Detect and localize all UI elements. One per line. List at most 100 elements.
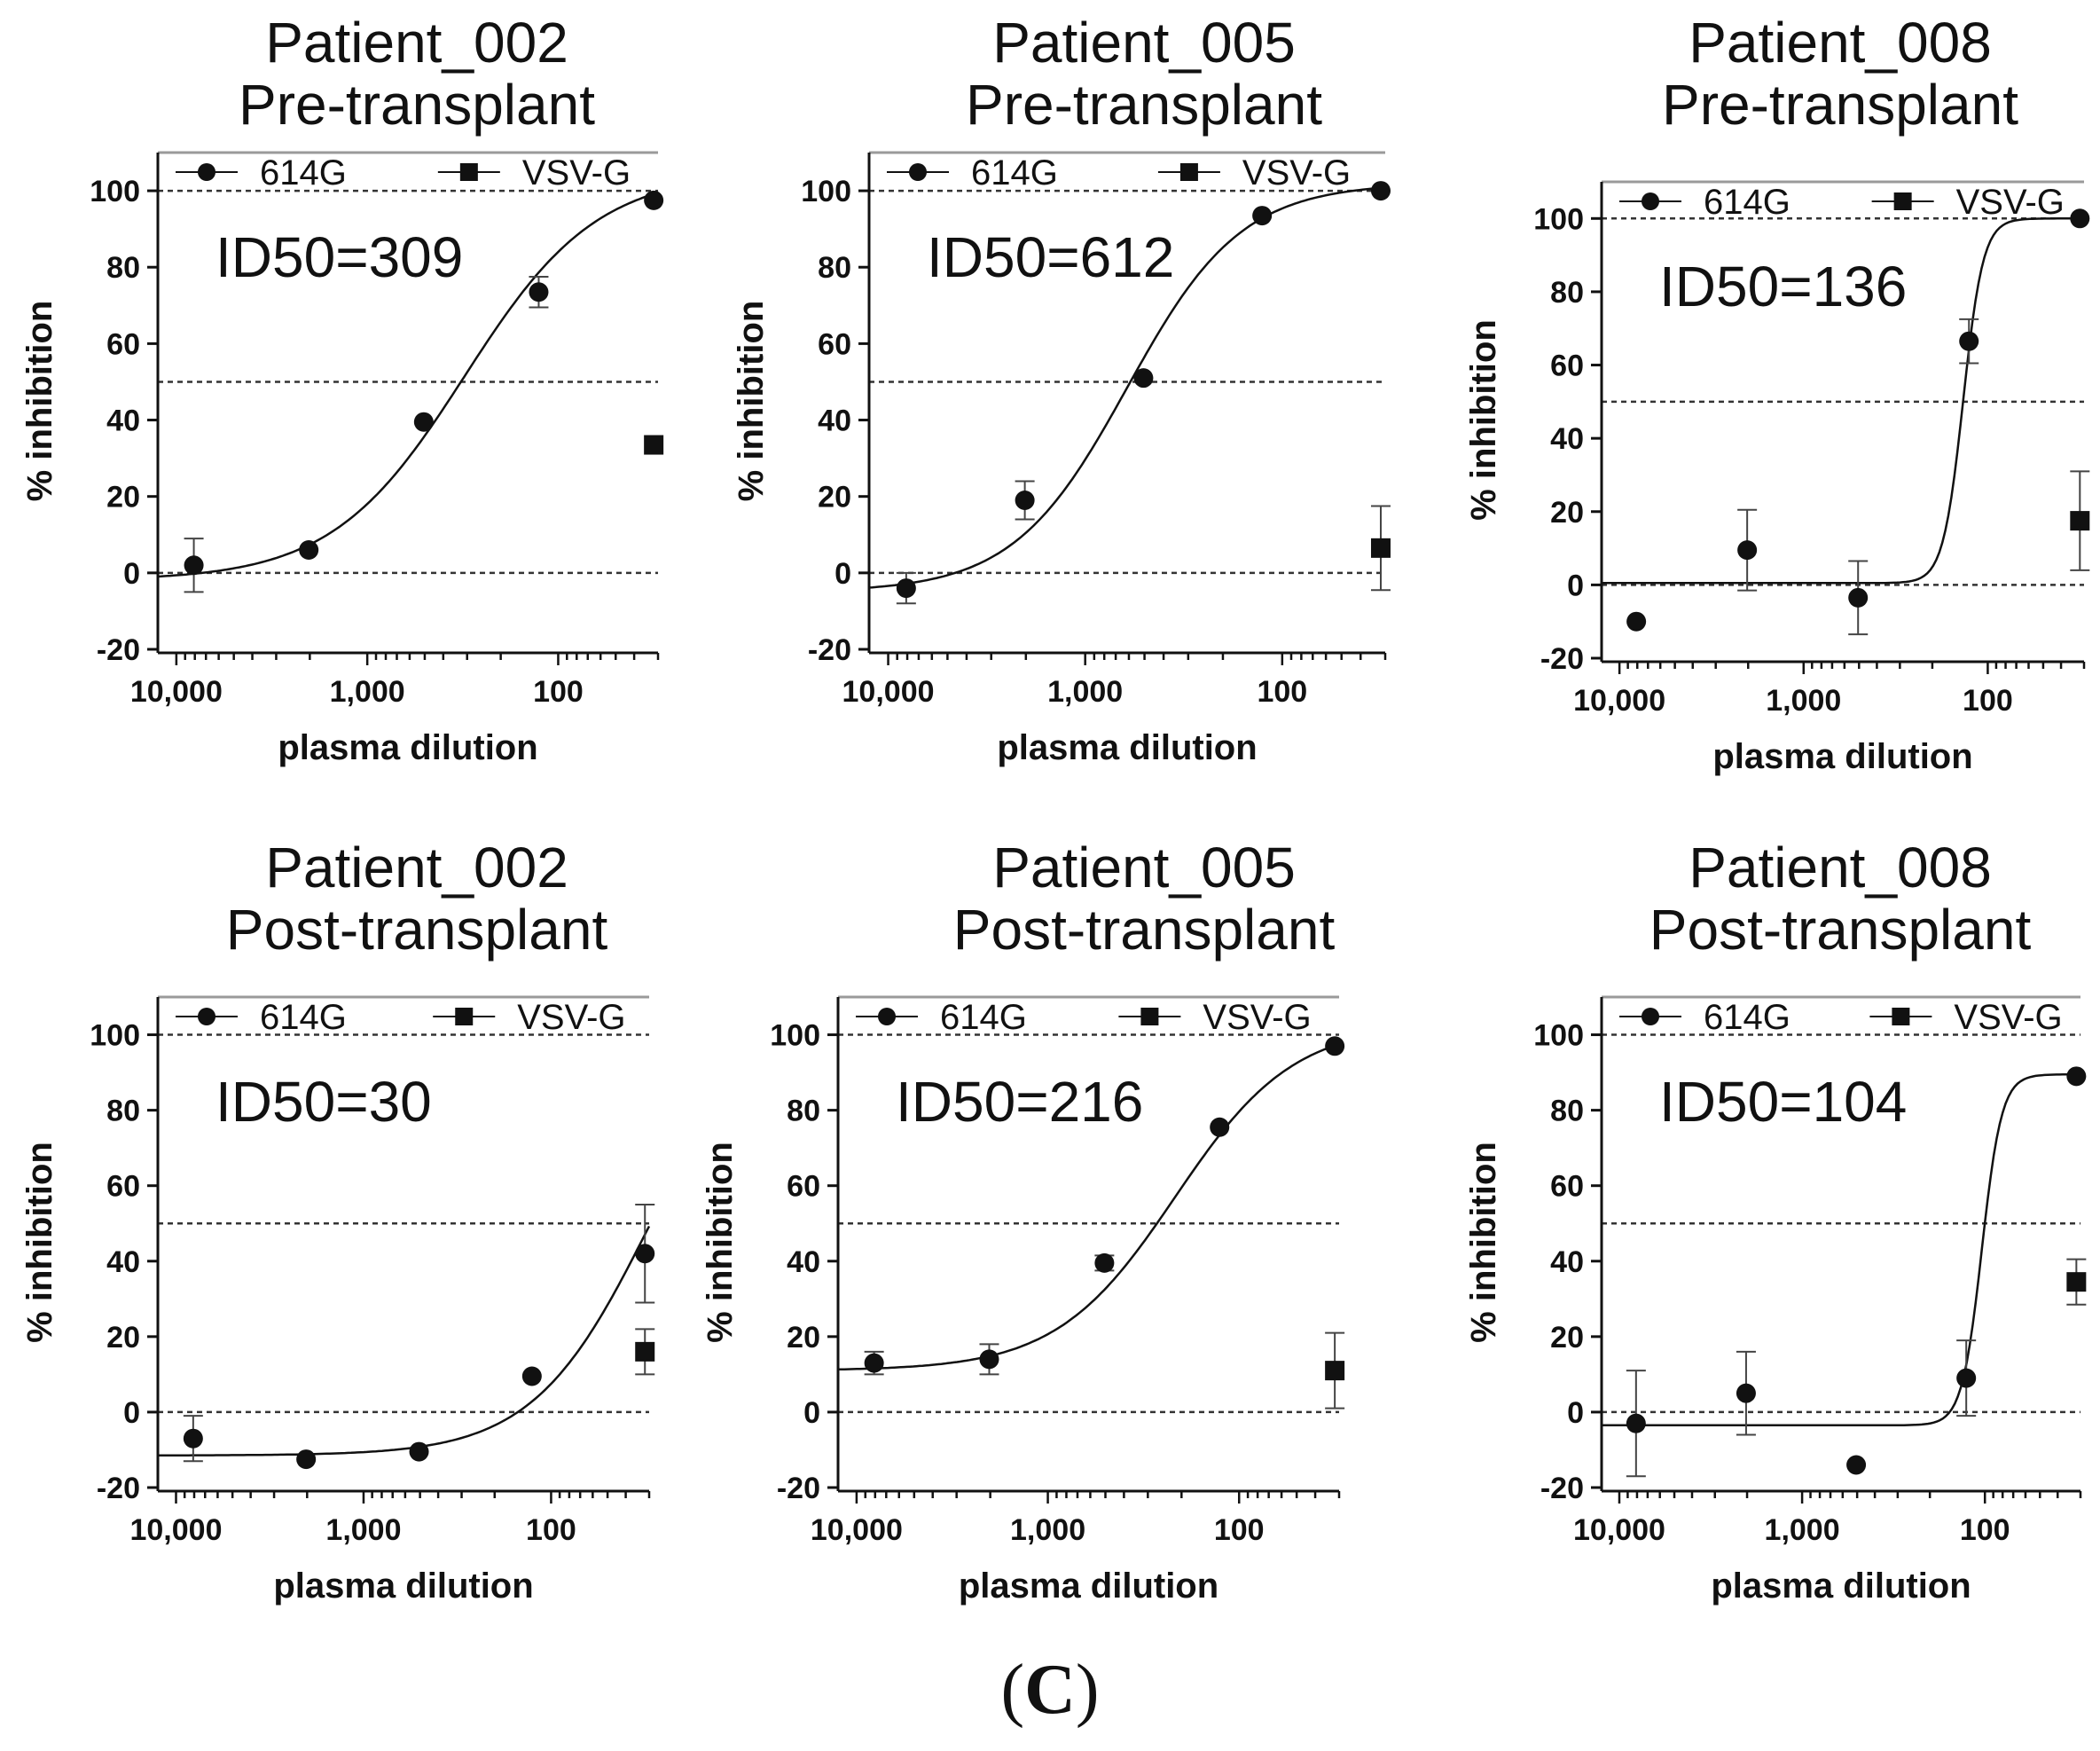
x-tick-label: 100 <box>1214 1513 1265 1547</box>
x-axis-label: plasma dilution <box>1711 1566 1971 1606</box>
legend-marker-circle <box>878 1008 896 1025</box>
y-tick-label: 60 <box>818 327 851 361</box>
data-point-circle <box>1737 540 1758 561</box>
series-vsv-g <box>2070 470 2090 571</box>
data-point-square <box>1370 538 1391 558</box>
id50-label: ID50=309 <box>215 225 463 289</box>
legend: 614G VSV-G <box>176 998 626 1037</box>
id50-label: ID50=30 <box>215 1070 432 1134</box>
chart-title-line2: Post-transplant <box>1649 898 2032 962</box>
data-point-circle <box>521 1366 542 1386</box>
y-tick-label: 40 <box>1550 422 1584 456</box>
data-point-circle <box>2066 1066 2087 1087</box>
y-tick-label: 80 <box>1550 1095 1584 1128</box>
y-tick-label: 0 <box>1567 569 1584 602</box>
data-point-circle <box>529 282 549 302</box>
x-tick-label: 1,000 <box>1766 684 1841 718</box>
y-tick-label: 80 <box>106 251 140 285</box>
y-axis-label: % inhibition <box>20 301 59 502</box>
y-tick-label: 100 <box>1533 202 1584 236</box>
legend-label-vsvg: VSV-G <box>1203 998 1311 1037</box>
legend: 614G VSV-G <box>887 153 1351 192</box>
data-point-circle <box>1626 611 1647 632</box>
data-point-circle <box>299 540 319 560</box>
fit-curve <box>868 186 1386 589</box>
y-tick-label: 60 <box>106 327 140 361</box>
data-point-circle <box>1370 181 1391 201</box>
y-tick-label: 20 <box>1550 1321 1584 1354</box>
data-point-square <box>1325 1361 1345 1381</box>
series-614g <box>183 1203 655 1470</box>
panel-tag-letter: C <box>1024 1651 1076 1729</box>
legend: 614G VSV-G <box>856 998 1312 1037</box>
data-point-square <box>635 1341 655 1362</box>
legend-marker-circle <box>909 163 927 181</box>
data-point-circle <box>1956 1368 1977 1388</box>
legend: 614G VSV-G <box>176 153 631 192</box>
y-tick-label: -20 <box>777 1472 820 1505</box>
data-point-circle <box>1846 1455 1867 1475</box>
y-tick-label: 0 <box>123 557 140 591</box>
panel-tag: (C) <box>0 1650 2100 1731</box>
series-614g <box>1626 1066 2087 1478</box>
chart-title-line1: Patient_008 <box>1689 836 1992 899</box>
fit-curve <box>837 1042 1340 1371</box>
chart-title-line2: Pre-transplant <box>1662 73 2018 137</box>
x-axis-label: plasma dilution <box>997 728 1257 767</box>
data-point-circle <box>1094 1252 1115 1273</box>
y-tick-label: 100 <box>801 175 851 208</box>
data-point-square <box>2066 1272 2087 1292</box>
fit-curve <box>158 1225 651 1457</box>
legend-label-614g: 614G <box>971 153 1058 192</box>
x-tick-label: 1,000 <box>330 675 405 709</box>
legend-label-614g: 614G <box>940 998 1027 1037</box>
y-tick-label: 40 <box>106 404 140 438</box>
data-point-square <box>644 435 664 455</box>
data-point-circle <box>979 1349 999 1370</box>
y-tick-label: 40 <box>787 1245 820 1279</box>
legend-marker-square <box>1179 163 1198 181</box>
legend-marker-square <box>455 1008 474 1025</box>
y-tick-label: 100 <box>90 175 140 208</box>
chart-title-line1: Patient_005 <box>992 836 1296 899</box>
legend-marker-circle <box>198 1008 215 1025</box>
data-point-circle <box>184 555 204 576</box>
x-tick-label: 1,000 <box>1010 1513 1085 1547</box>
data-point-square <box>2070 511 2090 531</box>
legend-marker-square <box>1892 1008 1910 1025</box>
data-point-circle <box>183 1428 203 1449</box>
legend-label-614g: 614G <box>260 153 347 192</box>
data-point-circle <box>1210 1117 1230 1137</box>
legend: 614G VSV-G <box>1619 998 2063 1037</box>
data-point-circle <box>1626 1413 1646 1433</box>
x-tick-label: 10,000 <box>842 675 935 709</box>
series-vsv-g <box>1370 505 1391 592</box>
y-tick-label: 60 <box>106 1170 140 1204</box>
legend-marker-circle <box>198 163 215 181</box>
series-vsv-g <box>1325 1331 1345 1409</box>
x-tick-label: 100 <box>526 1513 576 1547</box>
y-tick-label: 20 <box>787 1321 820 1354</box>
legend-marker-square <box>459 163 478 181</box>
series-vsv-g <box>644 435 664 455</box>
legend-label-vsvg: VSV-G <box>1242 153 1351 192</box>
legend-label-vsvg: VSV-G <box>1956 183 2065 222</box>
legend-marker-square <box>1140 1008 1159 1025</box>
data-point-circle <box>413 412 434 432</box>
y-tick-label: 20 <box>106 481 140 514</box>
y-tick-label: 100 <box>770 1019 820 1053</box>
x-tick-label: 1,000 <box>325 1513 401 1547</box>
y-tick-label: 60 <box>1550 1170 1584 1204</box>
id50-label: ID50=216 <box>896 1070 1143 1134</box>
x-tick-label: 100 <box>1963 684 2013 718</box>
series-614g <box>896 181 1391 605</box>
legend-label-vsvg: VSV-G <box>517 998 625 1037</box>
y-tick-label: -20 <box>1540 1472 1584 1505</box>
id50-label: ID50=136 <box>1659 255 1907 318</box>
x-axis-label: plasma dilution <box>1712 737 1972 776</box>
